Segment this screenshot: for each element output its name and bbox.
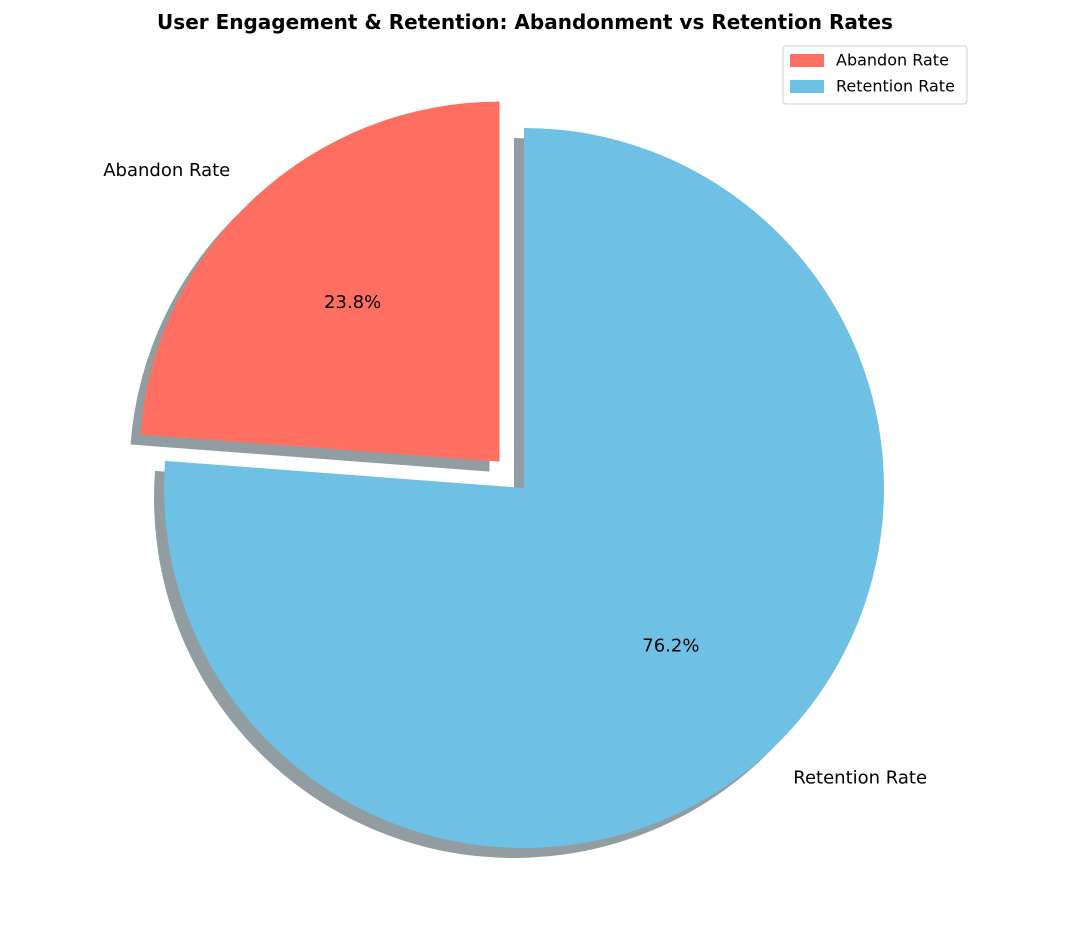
legend-swatch-retention-rate: [790, 80, 824, 93]
slice-layer: [140, 101, 884, 848]
retention-rate-slice: [164, 128, 884, 848]
chart-title: User Engagement & Retention: Abandonment…: [157, 10, 893, 34]
legend-label-retention-rate: Retention Rate: [836, 77, 955, 96]
retention-rate-slice-label: Retention Rate: [793, 767, 927, 788]
legend-label-abandon-rate: Abandon Rate: [836, 51, 949, 70]
legend-swatch-abandon-rate: [790, 54, 824, 67]
retention-rate-percent-label: 76.2%: [642, 635, 699, 656]
legend: Abandon Rate Retention Rate: [782, 45, 968, 105]
legend-frame: [782, 45, 968, 105]
abandon-rate-slice: [140, 101, 500, 462]
abandon-rate-percent-label: 23.8%: [324, 292, 381, 313]
abandon-rate-slice-label: Abandon Rate: [103, 160, 230, 181]
label-layer: Abandon Rate 23.8% Retention Rate 76.2%: [103, 160, 927, 788]
